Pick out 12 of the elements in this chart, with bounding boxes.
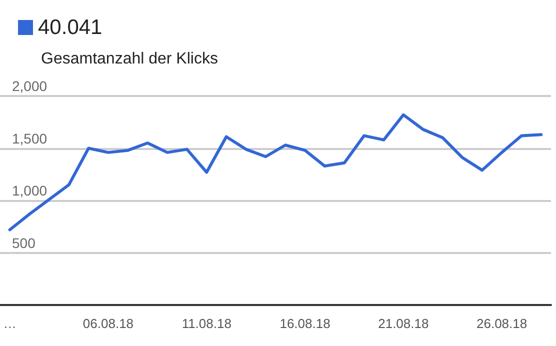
y-tick-label: 2,000 [12, 78, 48, 94]
y-tick-label: 500 [12, 234, 36, 251]
x-tick-label: … [3, 316, 16, 331]
x-tick-label: 21.08.18 [378, 316, 429, 331]
x-tick-label: 06.08.18 [82, 316, 134, 331]
x-tick-label: 26.08.18 [476, 316, 528, 331]
x-tick-label: 16.08.18 [280, 316, 330, 331]
y-tick-label: 1,500 [12, 130, 48, 146]
legend-label: 40.041 [38, 16, 102, 39]
y-tick-label: 1,000 [12, 182, 48, 198]
chart-subtitle: Gesamtanzahl der Klicks [41, 50, 218, 68]
x-tick-label: 11.08.18 [182, 316, 232, 331]
